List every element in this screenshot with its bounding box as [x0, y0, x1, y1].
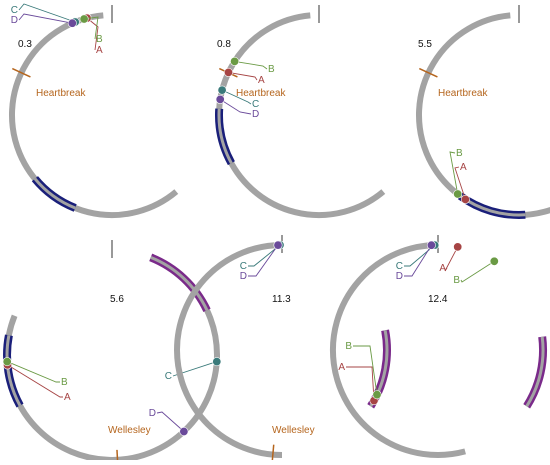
runner-leader-c: [221, 89, 252, 105]
runner-label-c: C: [11, 5, 18, 16]
runner-leader-a: [346, 366, 375, 401]
runner-label-b: B: [453, 275, 460, 286]
elapsed-time: 0.8: [217, 39, 231, 50]
runner-label-a: A: [64, 392, 71, 403]
runner-label-b: B: [456, 148, 463, 159]
runner-label-b: B: [96, 34, 103, 45]
runner-dot-d: [215, 94, 225, 104]
landmark-label: Heartbreak: [438, 88, 488, 99]
segment-core: [33, 177, 76, 210]
elapsed-time: 12.4: [428, 294, 448, 305]
runner-leader-a: [228, 71, 258, 81]
runner-dot-a: [460, 194, 470, 204]
runner-label-c: C: [240, 261, 247, 272]
runner-label-b: B: [345, 341, 352, 352]
runner-label-d: D: [11, 15, 18, 26]
runner-dot-d: [179, 426, 189, 436]
runner-dot-b: [2, 357, 12, 367]
runner-leader-d: [404, 244, 432, 277]
panel-5: 11.3 Wellesley AB CD: [174, 235, 391, 465]
runner-label-d: D: [396, 271, 403, 282]
runner-leader-b: [449, 151, 459, 195]
runner-dot-c: [212, 357, 222, 367]
runner-dot-b: [372, 390, 382, 400]
runner-leader-b: [353, 345, 378, 395]
track-arc: [9, 12, 179, 218]
runner-dot-c: [217, 85, 227, 95]
runner-label-d: D: [240, 271, 247, 282]
landmark-tick: [11, 67, 31, 78]
elapsed-time: 11.3: [272, 294, 291, 305]
runner-dot-d: [67, 18, 77, 28]
runner-label-b: B: [61, 377, 68, 388]
runner-label-a: A: [258, 75, 265, 86]
track-arc: [216, 12, 386, 218]
landmark-tick: [116, 449, 119, 465]
landmark-tick: [418, 67, 438, 78]
runner-dot-d: [273, 240, 283, 250]
runner-leader-c: [18, 3, 76, 23]
runner-label-c: C: [252, 99, 259, 110]
panel-4: 5.6 Wellesley AB C D: [2, 240, 222, 465]
runner-leader-a: [86, 17, 99, 51]
panel-2: 0.8 Heartbreak AB CD: [215, 5, 386, 218]
landmark-label: Heartbreak: [36, 88, 86, 99]
track-arc: [329, 242, 466, 458]
runner-leader-b: [7, 361, 60, 383]
runner-label-c: C: [165, 371, 172, 382]
runner-dot-a: [224, 67, 234, 77]
runner-leader-d: [248, 244, 279, 277]
panel-1: 0.3 Heartbreak AB CD: [9, 3, 179, 218]
runner-leader-b: [84, 16, 99, 40]
runner-dot-b: [453, 189, 463, 199]
runner-leader-b: [234, 60, 268, 70]
runner-leader-d: [219, 99, 252, 115]
track-arc: [416, 12, 550, 218]
segment-blue: [31, 176, 77, 212]
runner-leader-a: [454, 166, 466, 200]
runner-label-a: A: [96, 45, 103, 56]
runner-dot-b: [230, 56, 240, 66]
track-arc: [174, 242, 283, 458]
elapsed-time: 0.3: [18, 39, 32, 50]
runner-leader-b: [460, 260, 495, 283]
runner-dot-b: [79, 14, 89, 24]
runner-label-a: A: [439, 263, 446, 274]
elapsed-time: 5.5: [418, 39, 432, 50]
runner-leader-a: [7, 364, 63, 398]
landmark-label: Wellesley: [272, 425, 315, 436]
runner-dot-a: [453, 242, 463, 252]
segment-core: [150, 256, 209, 311]
segment-core: [5, 335, 22, 407]
landmark-label: Wellesley: [108, 425, 151, 436]
runner-label-d: D: [252, 109, 259, 120]
runner-leader-a: [444, 246, 459, 272]
runner-leader-c: [248, 244, 281, 267]
elapsed-time: 5.6: [110, 294, 124, 305]
panel-3: 5.5 Heartbreak AB: [416, 5, 550, 219]
runner-label-a: A: [338, 362, 345, 373]
landmark-label: Heartbreak: [236, 88, 286, 99]
runner-leader-d: [18, 13, 73, 24]
runner-label-a: A: [460, 162, 467, 173]
runner-label-b: B: [268, 64, 275, 75]
runner-dot-d: [426, 240, 436, 250]
runner-leader-c: [404, 244, 435, 267]
runner-dot-b: [489, 256, 499, 266]
runner-label-c: C: [396, 261, 403, 272]
runner-leader-d: [156, 411, 185, 432]
runner-label-d: D: [149, 408, 156, 419]
segment-core: [525, 336, 545, 408]
segment-core: [217, 108, 233, 164]
